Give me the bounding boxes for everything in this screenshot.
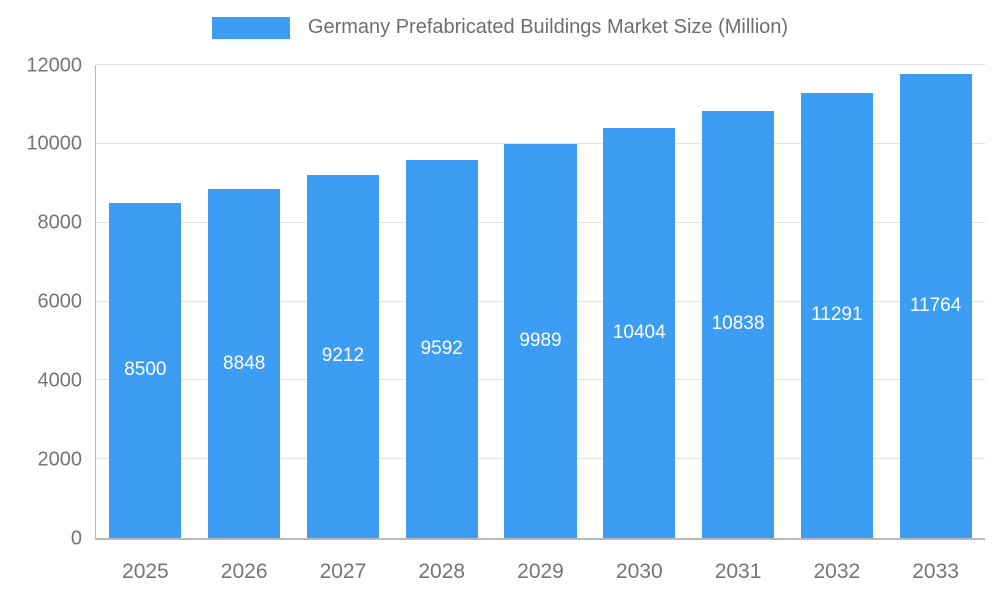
x-axis-tick-label: 2028 [418,560,466,583]
bar: 8848 [208,189,281,538]
bar-value-label: 10838 [711,313,765,335]
x-axis-tick-label: 2032 [813,560,861,583]
bar-value-label: 9212 [321,345,365,367]
bar-value-label: 9592 [420,337,463,359]
bar-value-label: 11764 [909,295,962,317]
bar: 10404 [603,127,676,538]
x-axis-tick-label: 2025 [122,560,169,583]
bar: 11764 [899,74,972,538]
bar-slot: 10838 [689,65,788,538]
y-axis-tick-label: 10000 [26,132,82,155]
x-axis-tick-label: 2026 [220,560,268,583]
bar-slot: 9212 [294,65,393,538]
x-axis-tick-label: 2027 [319,560,367,583]
bar: 10838 [701,110,775,538]
bar: 8500 [109,202,182,538]
x-axis-tick-label: 2029 [517,560,564,583]
plot-area: 0 2000 4000 6000 8000 10000 12000 8500 2025 8848 2… [26,54,985,583]
x-axis-tick-label: 2030 [615,560,663,583]
legend-swatch [211,16,290,39]
bar-slot: 10404 [590,65,689,538]
bar-slot: 11764 [886,65,985,538]
y-axis-tick-label: 6000 [37,290,83,313]
bar-slot: 9989 [491,65,590,538]
x-axis-tick-label: 2033 [912,560,959,583]
bar: 9212 [306,174,379,538]
bar-value-label: 9989 [519,330,562,352]
y-axis-tick-label: 4000 [37,369,83,392]
legend: Germany Prefabricated Buildings Market S… [0,16,1000,39]
bar: 9989 [504,144,577,538]
chart-title: Germany Prefabricated Buildings Market S… [307,16,789,38]
bar: 9592 [405,159,478,538]
bar-slot: 8848 [195,65,294,538]
gridline [96,142,985,144]
bar-slot: 9592 [392,65,491,538]
bar-slot: 8500 [96,65,195,538]
y-axis-tick-label: 2000 [37,448,83,471]
x-axis-tick-label: 2031 [714,560,762,583]
bar-value-label: 10404 [612,321,666,343]
bar-slot: 11291 [787,65,886,538]
y-axis-tick-label: 0 [70,527,82,549]
gridline [96,64,985,65]
bar-value-label: 8500 [124,359,167,381]
bar: 11291 [800,92,873,538]
y-axis-tick-label: 8000 [37,211,83,234]
bar-value-label: 8848 [223,352,266,374]
y-axis-tick-label: 12000 [26,54,82,76]
bar-value-label: 11291 [811,304,863,326]
